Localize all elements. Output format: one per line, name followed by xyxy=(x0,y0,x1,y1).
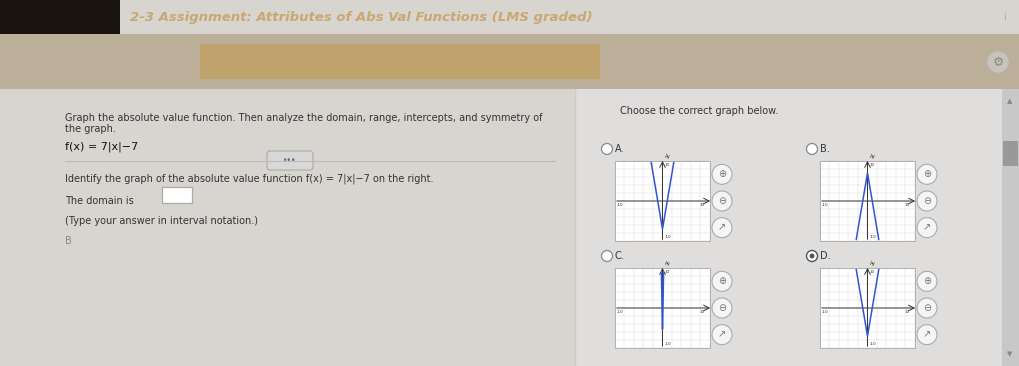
Text: ⊕: ⊕ xyxy=(923,169,931,179)
Text: C.: C. xyxy=(615,251,625,261)
Text: i: i xyxy=(1004,12,1007,22)
Text: ⊖: ⊖ xyxy=(718,196,727,206)
Text: -10: -10 xyxy=(822,203,828,207)
Circle shape xyxy=(712,271,732,291)
Text: 10: 10 xyxy=(700,310,705,314)
Circle shape xyxy=(917,325,937,345)
Text: 2-3 Assignment: Attributes of Abs Val Functions (LMS graded): 2-3 Assignment: Attributes of Abs Val Fu… xyxy=(130,11,592,23)
Text: ↗: ↗ xyxy=(718,223,727,233)
Text: ⚙: ⚙ xyxy=(993,56,1004,68)
Text: Identify the graph of the absolute value function f(x) = 7|x|−7 on the right.: Identify the graph of the absolute value… xyxy=(65,174,433,184)
Text: B.: B. xyxy=(820,144,829,154)
Text: ⊖: ⊖ xyxy=(923,196,931,206)
Text: -10: -10 xyxy=(822,310,828,314)
Text: Ay: Ay xyxy=(664,261,671,266)
Circle shape xyxy=(806,143,817,154)
Text: -10: -10 xyxy=(616,310,624,314)
FancyBboxPatch shape xyxy=(267,151,313,170)
Text: f(x) = 7|x|−7: f(x) = 7|x|−7 xyxy=(65,142,139,153)
Circle shape xyxy=(712,164,732,184)
Circle shape xyxy=(917,164,937,184)
Circle shape xyxy=(917,191,937,211)
Text: 10: 10 xyxy=(869,163,874,167)
Text: Ay: Ay xyxy=(869,154,875,159)
Text: ▼: ▼ xyxy=(1008,351,1013,357)
Bar xyxy=(575,89,1019,366)
Text: ⊖: ⊖ xyxy=(923,303,931,313)
Circle shape xyxy=(917,218,937,238)
Text: 10: 10 xyxy=(664,270,669,274)
Text: ⊕: ⊕ xyxy=(718,169,727,179)
Circle shape xyxy=(806,250,817,261)
Text: 10: 10 xyxy=(869,270,874,274)
Bar xyxy=(820,161,915,241)
Text: Ay: Ay xyxy=(664,154,671,159)
Text: Choose the correct graph below.: Choose the correct graph below. xyxy=(620,106,779,116)
Text: Graph the absolute value function. Then analyze the domain, range, intercepts, a: Graph the absolute value function. Then … xyxy=(65,113,542,123)
Text: 10: 10 xyxy=(905,203,910,207)
Circle shape xyxy=(987,51,1009,73)
Text: x: x xyxy=(715,306,717,310)
Circle shape xyxy=(601,143,612,154)
Circle shape xyxy=(809,254,814,258)
Text: ⊕: ⊕ xyxy=(718,276,727,286)
Text: ▲: ▲ xyxy=(1008,98,1013,104)
Circle shape xyxy=(917,271,937,291)
Text: x: x xyxy=(920,306,923,310)
Text: -10: -10 xyxy=(869,342,876,346)
Circle shape xyxy=(917,298,937,318)
Text: 10: 10 xyxy=(664,163,669,167)
Text: •••: ••• xyxy=(283,156,297,165)
Text: The domain is: The domain is xyxy=(65,196,133,206)
Text: A.: A. xyxy=(615,144,625,154)
Text: ⊖: ⊖ xyxy=(718,303,727,313)
Text: -10: -10 xyxy=(664,235,672,239)
Circle shape xyxy=(712,298,732,318)
Text: -10: -10 xyxy=(616,203,624,207)
Text: B: B xyxy=(65,236,71,246)
Text: x: x xyxy=(920,198,923,203)
Circle shape xyxy=(712,218,732,238)
FancyBboxPatch shape xyxy=(162,187,192,203)
Text: Ay: Ay xyxy=(869,261,875,266)
Circle shape xyxy=(712,325,732,345)
Text: ↗: ↗ xyxy=(923,223,931,233)
Bar xyxy=(615,161,710,241)
Bar xyxy=(200,44,600,79)
Text: -10: -10 xyxy=(664,342,672,346)
Text: ↗: ↗ xyxy=(718,330,727,340)
Circle shape xyxy=(712,191,732,211)
Text: D.: D. xyxy=(820,251,830,261)
Text: ↗: ↗ xyxy=(923,330,931,340)
Bar xyxy=(0,0,120,34)
Bar xyxy=(615,268,710,348)
Text: (Type your answer in interval notation.): (Type your answer in interval notation.) xyxy=(65,216,258,226)
Bar xyxy=(1003,141,1018,166)
Circle shape xyxy=(601,250,612,261)
Bar xyxy=(820,268,915,348)
Text: 10: 10 xyxy=(700,203,705,207)
Text: x: x xyxy=(715,198,717,203)
Text: the graph.: the graph. xyxy=(65,124,116,134)
Text: -10: -10 xyxy=(869,235,876,239)
Text: 10: 10 xyxy=(905,310,910,314)
Text: ⊕: ⊕ xyxy=(923,276,931,286)
Bar xyxy=(1002,89,1019,366)
